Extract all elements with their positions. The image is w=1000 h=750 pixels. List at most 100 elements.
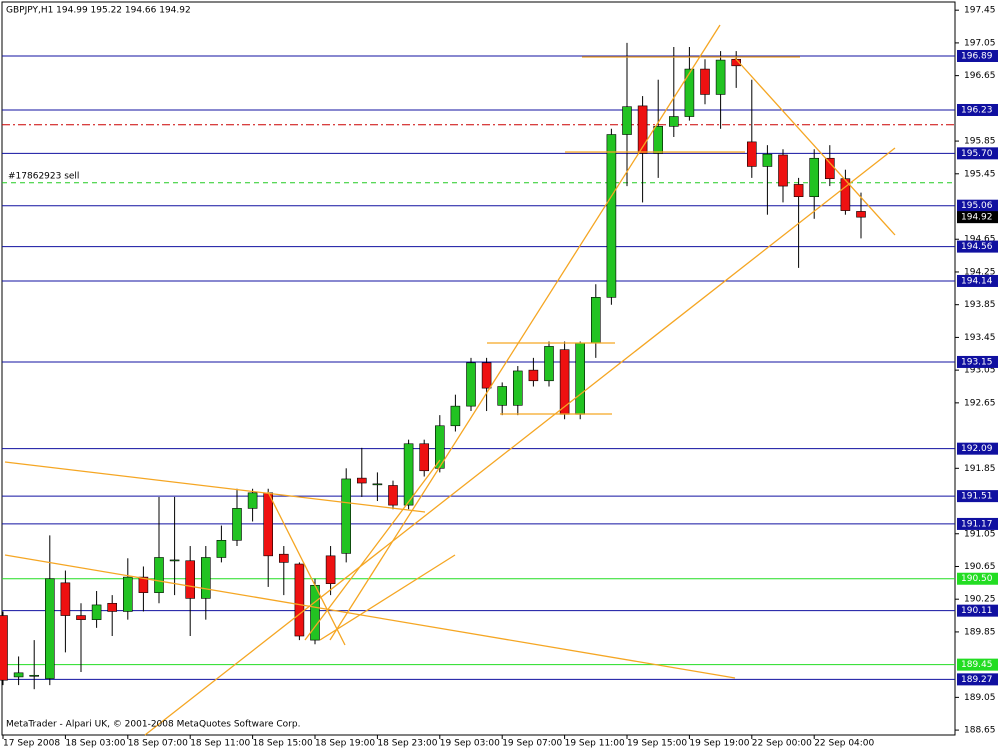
- level-label-box: [957, 517, 998, 530]
- last-price-label: 194.92: [961, 213, 993, 223]
- candle-body: [44, 578, 55, 679]
- candle-body: [185, 560, 195, 599]
- y-tick-label: 193.05: [964, 366, 996, 376]
- level-label: 190.11: [961, 606, 993, 616]
- y-tick-label: 194.65: [964, 235, 996, 245]
- y-tick-label: 192.65: [964, 398, 996, 408]
- y-tick-label: 193.85: [964, 300, 996, 310]
- level-label: 189.27: [961, 675, 993, 685]
- trend-lines: [4, 24, 896, 736]
- candle-body: [840, 178, 851, 211]
- x-tick-label: 19 Sep 15:00: [627, 739, 687, 749]
- candle-body: [216, 539, 227, 558]
- candle-body: [294, 563, 305, 637]
- level-label: 196.23: [961, 105, 993, 115]
- x-tick-label: 22 Sep 00:00: [752, 739, 812, 749]
- candle-body: [434, 425, 445, 469]
- level-label-box: [957, 442, 998, 455]
- candle-body: [169, 559, 180, 562]
- x-tick-label: 19 Sep 07:00: [502, 739, 562, 749]
- level-label: 196.89: [961, 51, 993, 61]
- level-label-box: [957, 103, 998, 116]
- trend-line: [4, 461, 426, 513]
- y-tick-label: 191.05: [964, 529, 996, 539]
- level-label-box: [957, 240, 998, 253]
- candle-body: [450, 405, 461, 427]
- candle-body: [575, 342, 586, 415]
- candle-body: [356, 477, 367, 484]
- chart-title: GBPJPY,H1 194.99 195.22 194.66 194.92: [6, 6, 191, 16]
- candle-body: [700, 68, 710, 95]
- order-label: #17862923 sell: [8, 171, 79, 181]
- x-tick-label: 18 Sep 11:00: [190, 739, 250, 749]
- candle-body: [637, 105, 648, 154]
- candle-body: [232, 508, 242, 541]
- x-tick-label: 18 Sep 03:00: [65, 739, 125, 749]
- candle-body: [715, 59, 726, 95]
- plot-frame: [1, 1, 956, 736]
- level-label: 193.15: [961, 357, 993, 367]
- level-label: 191.51: [961, 492, 993, 502]
- candle-body: [76, 615, 86, 620]
- candle-body: [653, 126, 664, 154]
- y-tick-label: 197.45: [964, 6, 996, 16]
- level-label-box: [957, 49, 998, 62]
- x-tick-label: 18 Sep 07:00: [128, 739, 188, 749]
- y-tick-label: 189.85: [964, 627, 996, 637]
- candle-body: [497, 386, 508, 406]
- level-label-box: [957, 199, 998, 212]
- candle-body: [466, 362, 476, 407]
- trend-line: [329, 24, 721, 641]
- candle-body: [107, 602, 117, 612]
- candle-body: [341, 478, 352, 554]
- candle-body: [388, 485, 398, 506]
- level-label: 194.14: [961, 276, 993, 286]
- candle-body: [762, 153, 773, 167]
- candle-body: [263, 492, 274, 557]
- candle-body: [91, 604, 102, 620]
- x-tick-label: 19 Sep 03:00: [440, 739, 500, 749]
- candle-body: [778, 154, 788, 187]
- y-tick-label: 195.85: [964, 137, 996, 147]
- trend-line: [734, 57, 896, 236]
- level-label: 191.17: [961, 519, 993, 529]
- x-tick-label: 19 Sep 19:00: [689, 739, 749, 749]
- level-label-box: [957, 572, 998, 585]
- candle-body: [419, 443, 430, 472]
- candle-body: [13, 672, 24, 678]
- candle-body: [201, 557, 211, 599]
- candle-body: [746, 141, 757, 167]
- level-label-box: [957, 658, 998, 671]
- level-label: 195.06: [961, 201, 993, 211]
- level-label-box: [957, 673, 998, 686]
- trend-line: [319, 554, 456, 641]
- level-label: 189.45: [961, 660, 993, 670]
- candle-body: [590, 297, 601, 344]
- level-label: 192.09: [961, 444, 993, 454]
- trend-line: [144, 147, 896, 736]
- last-price-box: [957, 211, 998, 224]
- trend-line: [4, 554, 736, 679]
- y-tick-label: 194.25: [964, 267, 996, 277]
- x-tick-label: 17 Sep 2008: [3, 739, 60, 749]
- candle-body: [606, 134, 617, 298]
- candle-body: [403, 443, 414, 506]
- candle-body: [793, 184, 804, 198]
- plot-area: [0, 42, 955, 690]
- candle-body: [856, 211, 866, 218]
- trend-line: [267, 491, 346, 646]
- candle-body: [60, 582, 71, 616]
- y-tick-label: 188.65: [964, 726, 996, 736]
- x-tick-label: 22 Sep 04:00: [814, 739, 874, 749]
- level-label-box: [957, 604, 998, 617]
- candle-body: [0, 615, 8, 681]
- candle-body: [247, 492, 258, 509]
- level-label-box: [957, 274, 998, 287]
- footer: MetaTrader - Alpari UK, © 2001-2008 Meta…: [6, 720, 300, 730]
- x-tick-label: 18 Sep 23:00: [377, 739, 437, 749]
- y-tick-label: 190.65: [964, 562, 996, 572]
- candle-body: [668, 116, 679, 127]
- x-tick-label: 18 Sep 19:00: [315, 739, 375, 749]
- level-label-box: [957, 490, 998, 503]
- candle-body: [481, 362, 492, 389]
